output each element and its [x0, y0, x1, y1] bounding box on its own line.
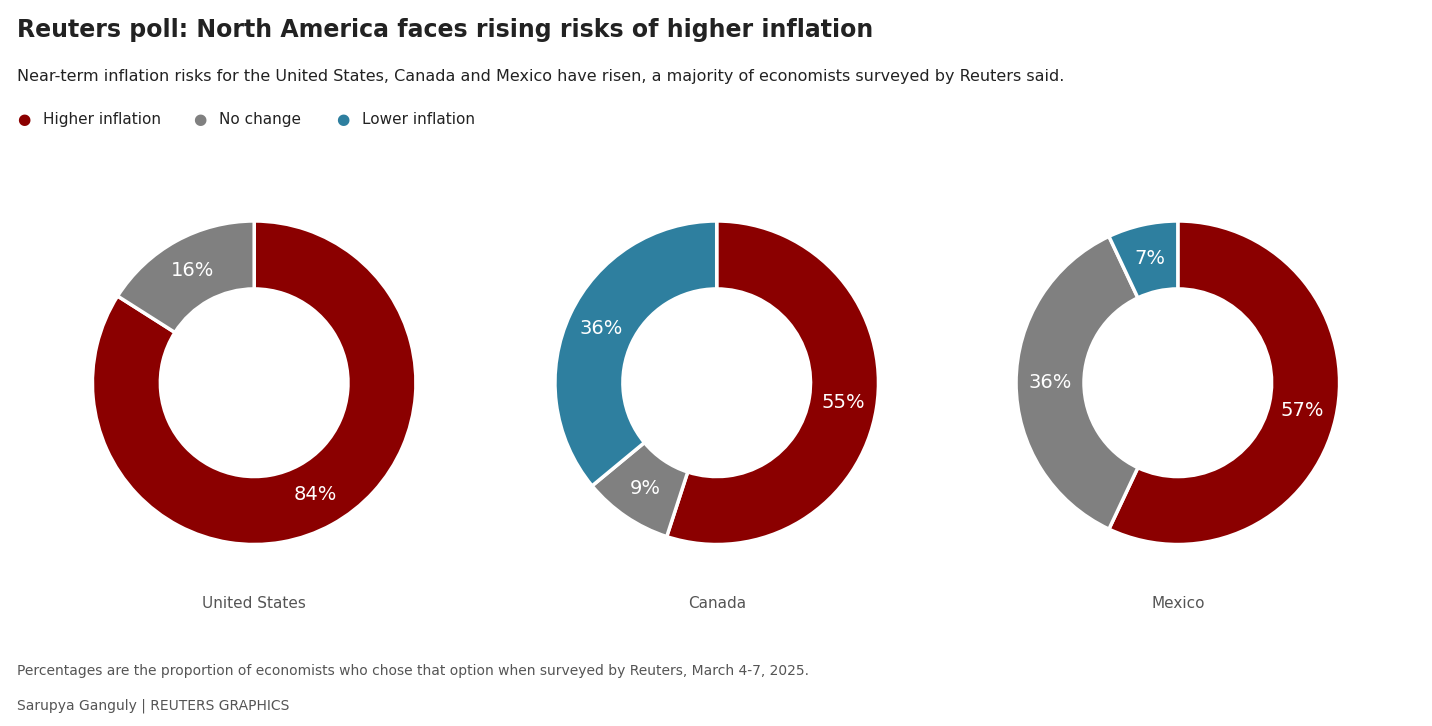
Wedge shape — [1108, 221, 1339, 544]
Wedge shape — [591, 443, 687, 537]
Text: 57%: 57% — [1280, 401, 1325, 420]
Text: ●: ● — [337, 113, 349, 127]
Text: 55%: 55% — [821, 393, 865, 412]
Text: 36%: 36% — [580, 319, 623, 338]
Text: 7%: 7% — [1134, 248, 1166, 268]
Text: No change: No change — [219, 113, 301, 127]
Text: Sarupya Ganguly | REUTERS GRAPHICS: Sarupya Ganguly | REUTERS GRAPHICS — [17, 698, 289, 713]
Wedge shape — [1017, 237, 1138, 529]
Text: 84%: 84% — [294, 485, 338, 505]
Text: 9%: 9% — [630, 479, 660, 498]
Text: 16%: 16% — [170, 261, 215, 280]
Text: ●: ● — [17, 113, 30, 127]
Wedge shape — [117, 221, 255, 333]
Wedge shape — [1108, 221, 1179, 298]
Wedge shape — [556, 221, 717, 486]
Text: Higher inflation: Higher inflation — [43, 113, 160, 127]
Text: ●: ● — [193, 113, 206, 127]
Wedge shape — [93, 221, 415, 544]
Text: 36%: 36% — [1028, 373, 1071, 392]
Text: Near-term inflation risks for the United States, Canada and Mexico have risen, a: Near-term inflation risks for the United… — [17, 69, 1064, 84]
Text: Mexico: Mexico — [1151, 596, 1204, 611]
Wedge shape — [667, 221, 878, 544]
Text: Percentages are the proportion of economists who chose that option when surveyed: Percentages are the proportion of econom… — [17, 664, 809, 678]
Text: United States: United States — [202, 596, 306, 611]
Text: Canada: Canada — [687, 596, 746, 611]
Text: Reuters poll: North America faces rising risks of higher inflation: Reuters poll: North America faces rising… — [17, 18, 874, 42]
Text: Lower inflation: Lower inflation — [362, 113, 475, 127]
